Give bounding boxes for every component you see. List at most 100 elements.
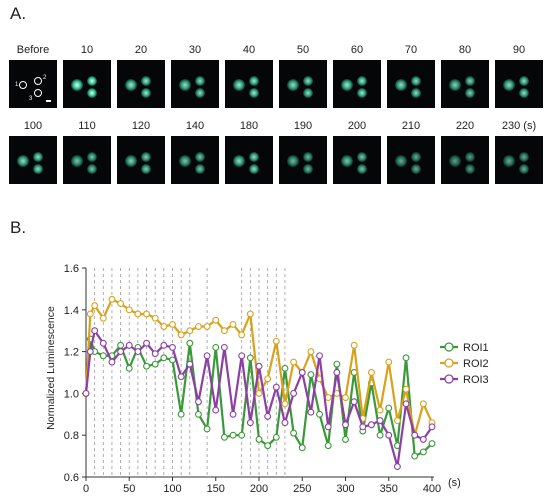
frame-time-label: 190 (293, 120, 313, 132)
data-point-roi2 (186, 327, 194, 335)
cell-spot (411, 164, 421, 174)
data-point-roi3 (255, 362, 263, 370)
cell-spot (179, 79, 191, 91)
x-tick-label: 50 (123, 483, 135, 495)
data-point-roi2 (368, 369, 375, 376)
cell-spot (249, 164, 259, 174)
cell-spot (303, 76, 313, 86)
data-point-roi3 (290, 389, 298, 397)
frame-time-label: 180 (239, 120, 259, 132)
legend: ROI1 ROI2 ROI3 (440, 342, 489, 386)
data-point-roi1 (203, 425, 211, 433)
data-point-roi2 (134, 310, 142, 318)
data-point-roi1 (117, 341, 125, 349)
data-point-roi1 (385, 404, 393, 412)
cell-spot (233, 155, 245, 167)
microscopy-frame (495, 136, 543, 184)
cell-spot (357, 88, 367, 98)
axes: 0.6 0.8 1.0 1.2 1.4 1.6 0 50 100 150 200 250 300 350 4… (64, 263, 441, 495)
scale-bar (46, 100, 51, 102)
cell-spot (465, 88, 475, 98)
data-point-roi1 (419, 448, 427, 456)
cell-spot (465, 164, 475, 174)
data-point-roi2 (402, 385, 410, 393)
data-point-roi2 (195, 323, 202, 330)
microscopy-frame (117, 136, 165, 184)
data-point-roi2 (125, 306, 133, 314)
frame-time-label: 220 (455, 120, 475, 132)
cell-spot (411, 76, 421, 86)
frame-time-label: 120 (131, 120, 151, 132)
data-point-roi2 (99, 314, 107, 322)
data-point-roi1 (298, 444, 306, 452)
microscopy-frame (333, 60, 381, 108)
cell-spot (395, 79, 407, 91)
data-point-roi1 (428, 440, 436, 448)
data-point-roi2 (86, 310, 94, 318)
cell-spot (519, 164, 529, 174)
cell-spot (287, 79, 299, 91)
microscopy-frame (279, 136, 327, 184)
data-point-roi1 (212, 343, 220, 351)
microscopy-frame (333, 136, 381, 184)
roi-number: 1 (15, 82, 19, 88)
y-tick-label: 1.4 (64, 305, 79, 317)
data-point-roi2 (212, 316, 220, 324)
data-point-roi1 (376, 431, 384, 439)
frame-time-label: 20 (134, 44, 148, 56)
data-point-roi2 (350, 341, 358, 349)
data-point-roi3 (212, 406, 220, 414)
frame-time-label: 90 (512, 44, 526, 56)
data-point-roi3 (419, 435, 427, 443)
cell-spot (141, 76, 151, 86)
data-point-roi2 (246, 310, 254, 318)
data-point-roi1 (160, 354, 168, 362)
data-point-roi2 (108, 295, 116, 303)
data-point-roi1 (281, 364, 289, 372)
cell-spot (87, 88, 97, 98)
microscopy-frame (441, 60, 489, 108)
microscopy-frame (9, 136, 57, 184)
data-point-roi3 (134, 348, 142, 356)
frame-time-label: 50 (296, 44, 310, 56)
cell-spot (341, 155, 353, 167)
microscopy-frame (63, 60, 111, 108)
frame-time-label: 30 (188, 44, 202, 56)
x-tick-label: 100 (163, 483, 181, 495)
legend-marker (444, 342, 454, 352)
cell-spot (503, 79, 515, 91)
x-tick-label: 250 (293, 483, 311, 495)
x-tick-label: 350 (380, 483, 398, 495)
data-point-roi1 (264, 442, 272, 450)
y-tick-label: 0.6 (64, 472, 79, 484)
data-point-roi2 (151, 314, 159, 322)
cell-spot (249, 76, 259, 86)
data-point-roi2 (281, 400, 289, 408)
data-point-roi1 (290, 429, 298, 437)
cell-spot (519, 152, 529, 162)
data-point-roi1 (333, 360, 341, 368)
series-group (82, 295, 436, 470)
cell-spot (357, 164, 367, 174)
data-point-roi2 (272, 337, 280, 345)
data-point-roi3 (169, 343, 176, 351)
data-point-roi2 (203, 323, 211, 330)
x-tick-label: 300 (336, 483, 354, 495)
frame-time-label: 140 (185, 120, 205, 132)
microscopy-frame (387, 60, 435, 108)
data-point-roi3 (316, 352, 323, 360)
data-point-roi3 (195, 398, 202, 406)
data-point-roi2 (220, 327, 228, 335)
data-point-roi3 (385, 431, 393, 439)
data-point-roi3 (402, 400, 410, 408)
data-point-roi3 (428, 423, 436, 431)
data-point-roi3 (411, 431, 419, 439)
data-point-roi1 (220, 433, 228, 441)
legend-label: ROI1 (463, 342, 489, 354)
frame-time-label: 40 (242, 44, 256, 56)
data-point-roi1 (342, 435, 349, 443)
data-point-roi2 (160, 323, 168, 330)
data-point-roi1 (125, 364, 133, 372)
data-point-roi3 (281, 419, 289, 427)
